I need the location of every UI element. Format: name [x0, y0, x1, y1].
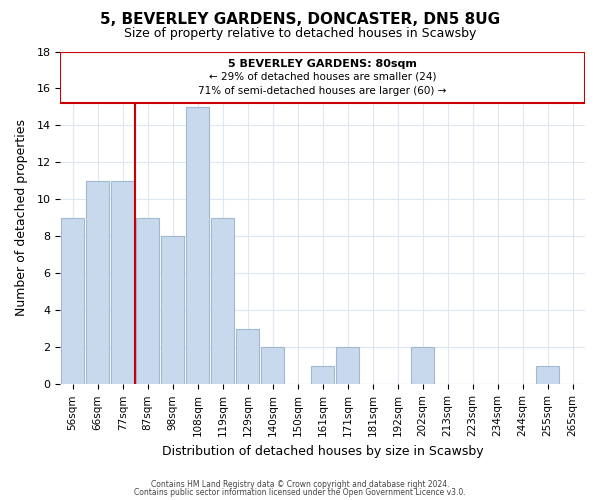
Text: ← 29% of detached houses are smaller (24): ← 29% of detached houses are smaller (24… — [209, 72, 436, 82]
Text: Contains HM Land Registry data © Crown copyright and database right 2024.: Contains HM Land Registry data © Crown c… — [151, 480, 449, 489]
Bar — [61, 218, 84, 384]
Bar — [161, 236, 184, 384]
Bar — [536, 366, 559, 384]
Bar — [262, 348, 284, 385]
Bar — [211, 218, 234, 384]
Bar — [86, 181, 109, 384]
Text: Contains public sector information licensed under the Open Government Licence v3: Contains public sector information licen… — [134, 488, 466, 497]
Bar — [236, 329, 259, 384]
Bar — [187, 107, 209, 384]
Bar — [136, 218, 159, 384]
Text: 5 BEVERLEY GARDENS: 80sqm: 5 BEVERLEY GARDENS: 80sqm — [228, 58, 417, 68]
Bar — [412, 348, 434, 385]
FancyBboxPatch shape — [60, 52, 585, 104]
Bar — [112, 181, 134, 384]
X-axis label: Distribution of detached houses by size in Scawsby: Distribution of detached houses by size … — [162, 444, 484, 458]
Text: Size of property relative to detached houses in Scawsby: Size of property relative to detached ho… — [124, 28, 476, 40]
Text: 5, BEVERLEY GARDENS, DONCASTER, DN5 8UG: 5, BEVERLEY GARDENS, DONCASTER, DN5 8UG — [100, 12, 500, 28]
Text: 71% of semi-detached houses are larger (60) →: 71% of semi-detached houses are larger (… — [199, 86, 447, 97]
Bar — [311, 366, 334, 384]
Y-axis label: Number of detached properties: Number of detached properties — [15, 120, 28, 316]
Bar — [337, 348, 359, 385]
